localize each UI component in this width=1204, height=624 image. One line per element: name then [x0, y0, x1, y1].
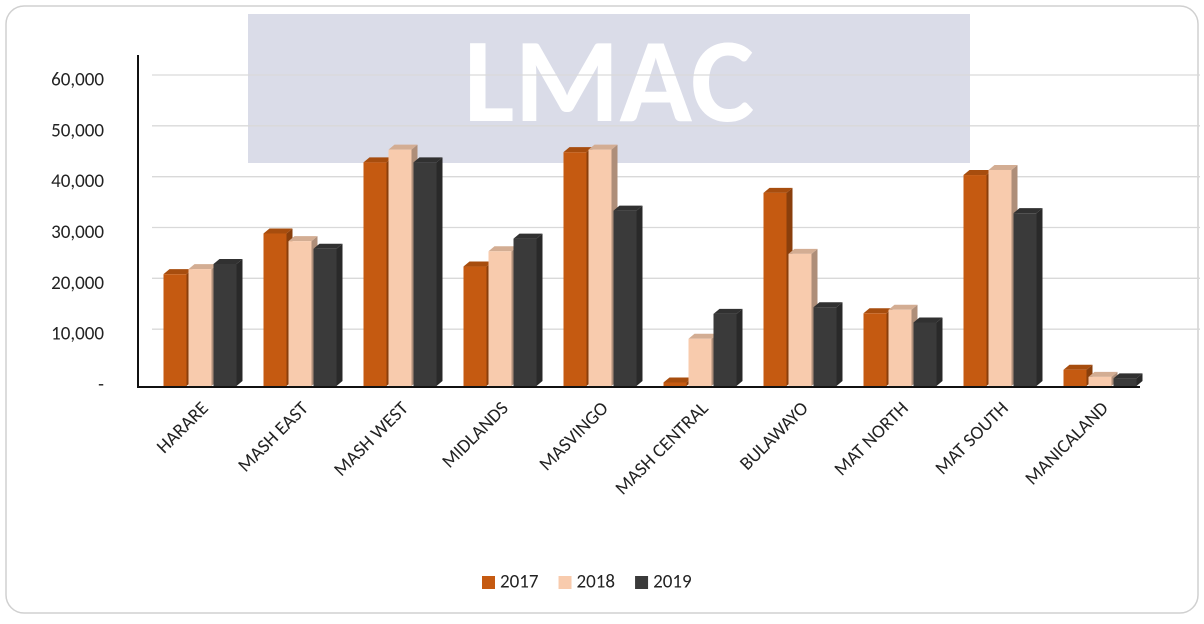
bar-top — [763, 187, 793, 193]
legend-swatch — [635, 576, 649, 589]
bar — [888, 309, 912, 386]
watermark: LMAC — [464, 8, 754, 154]
bar-side — [336, 243, 343, 386]
bar-top — [388, 144, 418, 150]
legend-swatch — [482, 576, 495, 589]
bar-top — [563, 147, 593, 153]
bar-top — [963, 170, 993, 176]
bar-top — [913, 317, 943, 323]
bar-side — [936, 317, 943, 386]
bar-top — [788, 248, 818, 254]
bar-top — [413, 157, 443, 163]
bar-top — [288, 236, 318, 242]
bar — [188, 269, 212, 386]
bar-side — [836, 302, 843, 386]
bar — [688, 338, 712, 386]
bar — [713, 313, 737, 386]
bar — [588, 149, 612, 386]
bar — [463, 266, 487, 386]
bar-top — [513, 233, 543, 239]
y-tick-label: 10,000 — [51, 323, 104, 346]
bar-top — [613, 205, 643, 211]
bar-top — [313, 243, 343, 249]
bar-side — [436, 157, 443, 386]
bar-top — [163, 269, 193, 275]
bar-top — [213, 259, 243, 264]
bar — [913, 322, 937, 386]
bar-top — [463, 261, 493, 267]
y-tick-label: 50,000 — [51, 119, 104, 142]
bar — [488, 251, 512, 386]
bar-top — [713, 308, 743, 314]
watermark-banner — [248, 14, 970, 163]
bar — [788, 253, 812, 386]
bar-top — [1013, 208, 1043, 214]
bar — [213, 264, 237, 386]
bar — [1088, 376, 1112, 386]
bar — [813, 307, 837, 386]
bar-top — [1063, 364, 1093, 370]
bar-top — [363, 157, 393, 163]
bar — [988, 169, 1012, 386]
bar — [388, 149, 412, 386]
bar — [613, 210, 637, 386]
bar-top — [1113, 373, 1143, 379]
bar — [263, 233, 287, 386]
bar-side — [236, 259, 243, 386]
bar-top — [588, 144, 618, 150]
bar — [313, 248, 337, 386]
y-tick-label: - — [98, 374, 104, 397]
y-tick-label: 30,000 — [51, 221, 104, 244]
legend-label: 2017 — [500, 571, 539, 594]
legend-label: 2018 — [577, 571, 616, 594]
bar — [663, 382, 687, 386]
bar-top — [663, 377, 693, 383]
bar-top — [813, 302, 843, 308]
bar — [1013, 213, 1037, 386]
bar-top — [688, 333, 718, 339]
bar — [763, 192, 787, 386]
bar-side — [636, 205, 643, 386]
bar-side — [736, 308, 743, 386]
bar — [863, 313, 887, 386]
bar — [1063, 369, 1087, 386]
y-tick-label: 60,000 — [51, 69, 104, 92]
bar — [288, 241, 312, 386]
legend-swatch — [558, 576, 572, 589]
bar — [963, 175, 987, 386]
bar-top — [1088, 371, 1118, 377]
y-tick-label: 20,000 — [51, 272, 104, 295]
bar-side — [536, 233, 543, 386]
bar-top — [888, 304, 918, 310]
bar — [1113, 378, 1137, 386]
bar — [563, 152, 587, 386]
y-tick-label: 40,000 — [51, 170, 104, 193]
legend-label: 2019 — [653, 571, 692, 594]
bar — [513, 238, 537, 386]
bar — [413, 162, 437, 386]
bar-top — [988, 164, 1018, 170]
bar-side — [1036, 208, 1043, 386]
bar-side — [1136, 373, 1143, 386]
bar-top — [863, 308, 893, 314]
bar-top — [488, 246, 518, 252]
bar-top — [263, 228, 293, 234]
bar-top — [188, 264, 218, 270]
bar — [163, 274, 187, 386]
bar — [363, 162, 387, 386]
